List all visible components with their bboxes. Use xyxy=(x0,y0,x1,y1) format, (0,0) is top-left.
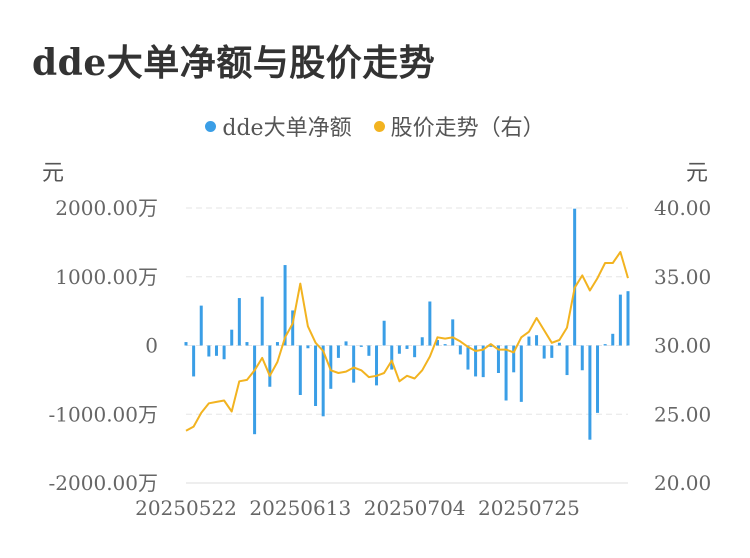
dde-bar xyxy=(314,345,318,406)
dde-bar xyxy=(253,345,257,435)
dde-bar xyxy=(428,301,432,346)
legend-label-price: 股价走势（右） xyxy=(390,116,545,141)
dde-bar xyxy=(596,345,600,413)
dde-bar xyxy=(306,345,310,349)
price-line xyxy=(185,251,629,432)
dde-bar xyxy=(618,294,622,346)
legend: dde大单净额 股价走势（右） xyxy=(0,110,750,142)
y-left-tick-label: 1000.00万 xyxy=(55,265,158,289)
dde-bar xyxy=(550,345,554,358)
y-right-tick-label: 40.00 xyxy=(654,196,711,220)
legend-label-dde: dde大单净额 xyxy=(222,116,352,141)
dde-bar xyxy=(207,345,211,357)
dde-bar xyxy=(359,345,363,347)
y-left-tick-label: 0 xyxy=(145,334,158,358)
dde-bar xyxy=(519,345,523,402)
dde-bar xyxy=(573,208,577,346)
x-tick-label: 20250522 xyxy=(135,496,237,520)
dde-bar xyxy=(367,345,371,356)
left-axis-unit: 元 xyxy=(42,161,65,186)
dde-bar xyxy=(458,345,462,355)
legend-item-price[interactable]: 股价走势（右） xyxy=(373,110,545,142)
dde-bar xyxy=(504,345,508,401)
dde-bar xyxy=(230,329,234,346)
dde-bar xyxy=(420,337,424,346)
legend-dot-price xyxy=(373,120,385,132)
dde-bar xyxy=(237,298,241,346)
dde-bar xyxy=(466,345,470,370)
dde-bar xyxy=(390,345,394,370)
dde-bar xyxy=(222,345,226,360)
dde-bar xyxy=(413,345,417,358)
dde-bar xyxy=(489,345,493,347)
dde-bar xyxy=(283,265,287,346)
dde-bar xyxy=(245,342,249,346)
right-axis-unit: 元 xyxy=(685,161,708,186)
dde-bar xyxy=(557,342,561,346)
dde-bar xyxy=(336,345,340,358)
x-tick-label: 20250704 xyxy=(364,496,466,520)
chart-title: dde大单净额与股价走势 xyxy=(32,42,436,84)
dde-bar xyxy=(451,319,455,346)
x-tick-label: 20250725 xyxy=(478,496,580,520)
dde-bar xyxy=(260,296,264,346)
dde-bar xyxy=(192,345,196,377)
dde-bar xyxy=(435,340,439,346)
dde-bar xyxy=(382,320,386,346)
dde-bar xyxy=(626,291,630,346)
y-right-tick-label: 30.00 xyxy=(654,334,711,358)
dde-bar xyxy=(580,345,584,371)
dde-bar xyxy=(603,344,607,346)
dde-bar xyxy=(535,335,539,346)
dde-bar xyxy=(352,345,356,383)
y-right-tick-label: 35.00 xyxy=(654,265,711,289)
dde-bar xyxy=(611,333,615,346)
dde-bar xyxy=(214,345,218,356)
y-left-tick-label: -1000.00万 xyxy=(49,402,158,426)
dde-bar xyxy=(542,345,546,359)
y-right-tick-label: 25.00 xyxy=(654,402,711,426)
dde-bar xyxy=(344,341,348,346)
dde-bar xyxy=(512,345,516,373)
dde-bar xyxy=(375,345,379,386)
y-left-tick-label: -2000.00万 xyxy=(49,471,158,495)
dde-bar xyxy=(291,310,295,346)
dde-bar xyxy=(199,305,203,346)
dde-bar xyxy=(565,345,569,376)
dde-bar xyxy=(481,345,485,378)
dde-bar xyxy=(329,345,333,389)
dde-bar xyxy=(184,342,188,346)
dde-bar xyxy=(405,345,409,349)
y-right-tick-label: 20.00 xyxy=(654,471,711,495)
dde-bar xyxy=(474,345,478,377)
dde-bar xyxy=(321,345,325,417)
legend-item-dde[interactable]: dde大单净额 xyxy=(205,110,352,142)
dde-bar xyxy=(496,345,500,373)
dde-bar xyxy=(527,336,531,346)
dde-bar xyxy=(298,345,302,395)
dde-bar xyxy=(443,344,447,346)
x-tick-label: 20250613 xyxy=(249,496,351,520)
dde-bar xyxy=(275,342,279,346)
dde-bar xyxy=(397,345,401,354)
dde-bar xyxy=(268,345,272,387)
y-left-tick-label: 2000.00万 xyxy=(55,196,158,220)
dde-bar xyxy=(588,345,592,440)
legend-dot-dde xyxy=(205,120,217,132)
